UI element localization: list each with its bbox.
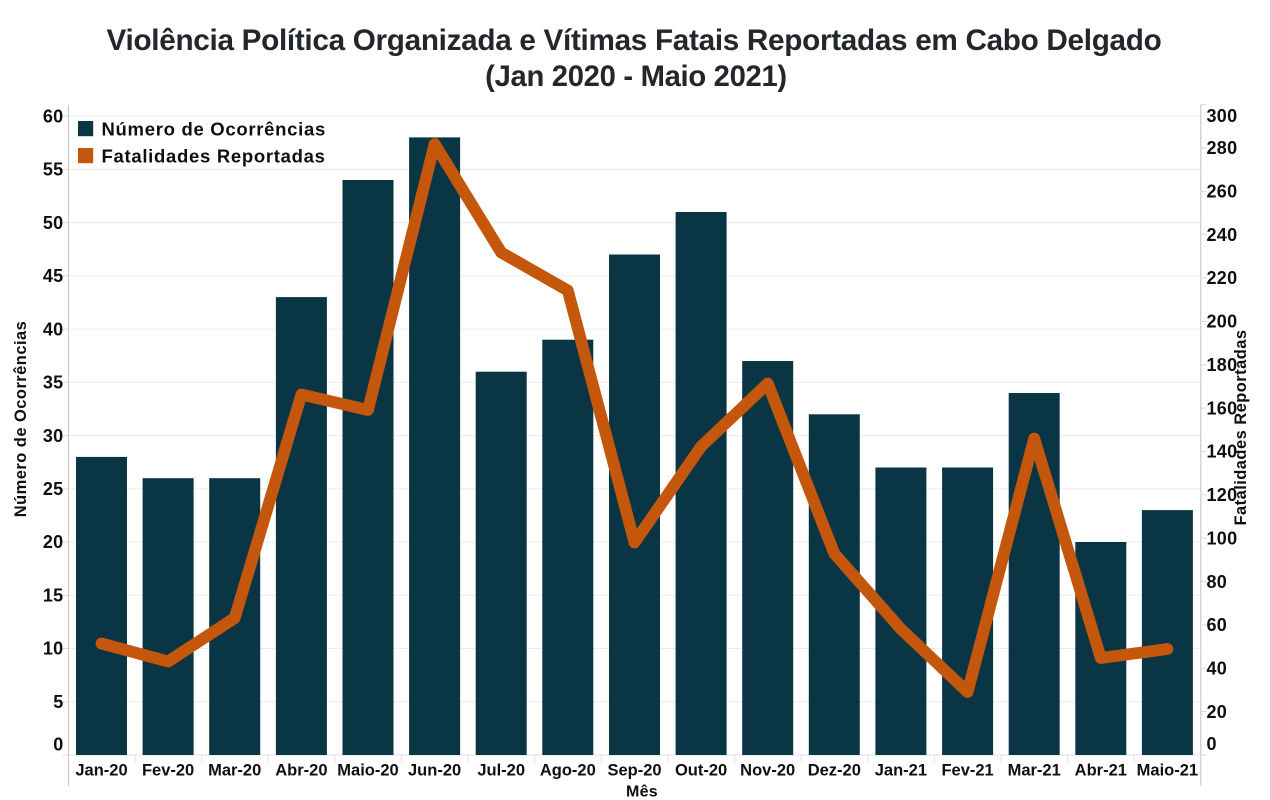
svg-text:Ago-20: Ago-20 xyxy=(540,762,596,780)
svg-text:25: 25 xyxy=(43,479,64,499)
svg-text:45: 45 xyxy=(43,266,64,286)
svg-text:80: 80 xyxy=(1207,572,1228,592)
svg-text:Jan-21: Jan-21 xyxy=(875,762,927,780)
svg-text:50: 50 xyxy=(43,213,64,233)
svg-text:55: 55 xyxy=(43,160,64,180)
svg-text:40: 40 xyxy=(43,319,64,339)
svg-text:Out-20: Out-20 xyxy=(675,762,727,780)
svg-text:Maio-20: Maio-20 xyxy=(337,762,398,780)
svg-text:220: 220 xyxy=(1207,268,1238,288)
svg-text:20: 20 xyxy=(1207,702,1228,722)
svg-text:160: 160 xyxy=(1207,398,1238,418)
svg-text:120: 120 xyxy=(1207,485,1238,505)
svg-text:Jun-20: Jun-20 xyxy=(408,762,461,780)
svg-text:30: 30 xyxy=(43,426,64,446)
svg-text:0: 0 xyxy=(1207,734,1217,754)
svg-text:Mês: Mês xyxy=(626,784,658,800)
svg-text:Abr-20: Abr-20 xyxy=(275,762,327,780)
svg-text:260: 260 xyxy=(1207,182,1238,202)
svg-text:240: 240 xyxy=(1207,225,1238,245)
svg-text:15: 15 xyxy=(43,586,64,606)
svg-text:Sep-20: Sep-20 xyxy=(607,762,661,780)
svg-text:Violência Política Organizada: Violência Política Organizada e Vítimas … xyxy=(107,24,1162,57)
svg-text:Fev-20: Fev-20 xyxy=(142,762,194,780)
svg-text:60: 60 xyxy=(1207,615,1228,635)
svg-text:Maio-21: Maio-21 xyxy=(1137,762,1198,780)
svg-text:300: 300 xyxy=(1207,106,1238,126)
svg-text:Abr-21: Abr-21 xyxy=(1075,762,1127,780)
svg-text:35: 35 xyxy=(43,373,64,393)
svg-text:10: 10 xyxy=(43,639,64,659)
svg-text:Mar-21: Mar-21 xyxy=(1008,762,1061,780)
svg-text:Fatalidades Reportadas: Fatalidades Reportadas xyxy=(102,145,326,166)
svg-text:5: 5 xyxy=(53,692,63,712)
svg-text:200: 200 xyxy=(1207,312,1238,332)
svg-text:Jan-20: Jan-20 xyxy=(75,762,127,780)
svg-text:Número de Ocorrências: Número de Ocorrências xyxy=(12,321,30,518)
svg-text:Fev-21: Fev-21 xyxy=(941,762,993,780)
svg-text:180: 180 xyxy=(1207,355,1238,375)
svg-text:Nov-20: Nov-20 xyxy=(740,762,795,780)
svg-text:140: 140 xyxy=(1207,442,1238,462)
svg-text:280: 280 xyxy=(1207,138,1238,158)
svg-text:(Jan 2020 - Maio 2021): (Jan 2020 - Maio 2021) xyxy=(485,61,787,93)
svg-text:Dez-20: Dez-20 xyxy=(808,762,861,780)
svg-text:Número de Ocorrências: Número de Ocorrências xyxy=(102,118,326,139)
svg-text:Jul-20: Jul-20 xyxy=(477,762,525,780)
svg-text:20: 20 xyxy=(43,532,64,552)
svg-text:Mar-20: Mar-20 xyxy=(208,762,261,780)
svg-text:Fatalidades Reportadas: Fatalidades Reportadas xyxy=(1232,329,1250,525)
svg-text:100: 100 xyxy=(1207,528,1238,548)
svg-text:0: 0 xyxy=(53,735,63,755)
svg-text:40: 40 xyxy=(1207,659,1228,679)
svg-text:60: 60 xyxy=(43,106,64,126)
